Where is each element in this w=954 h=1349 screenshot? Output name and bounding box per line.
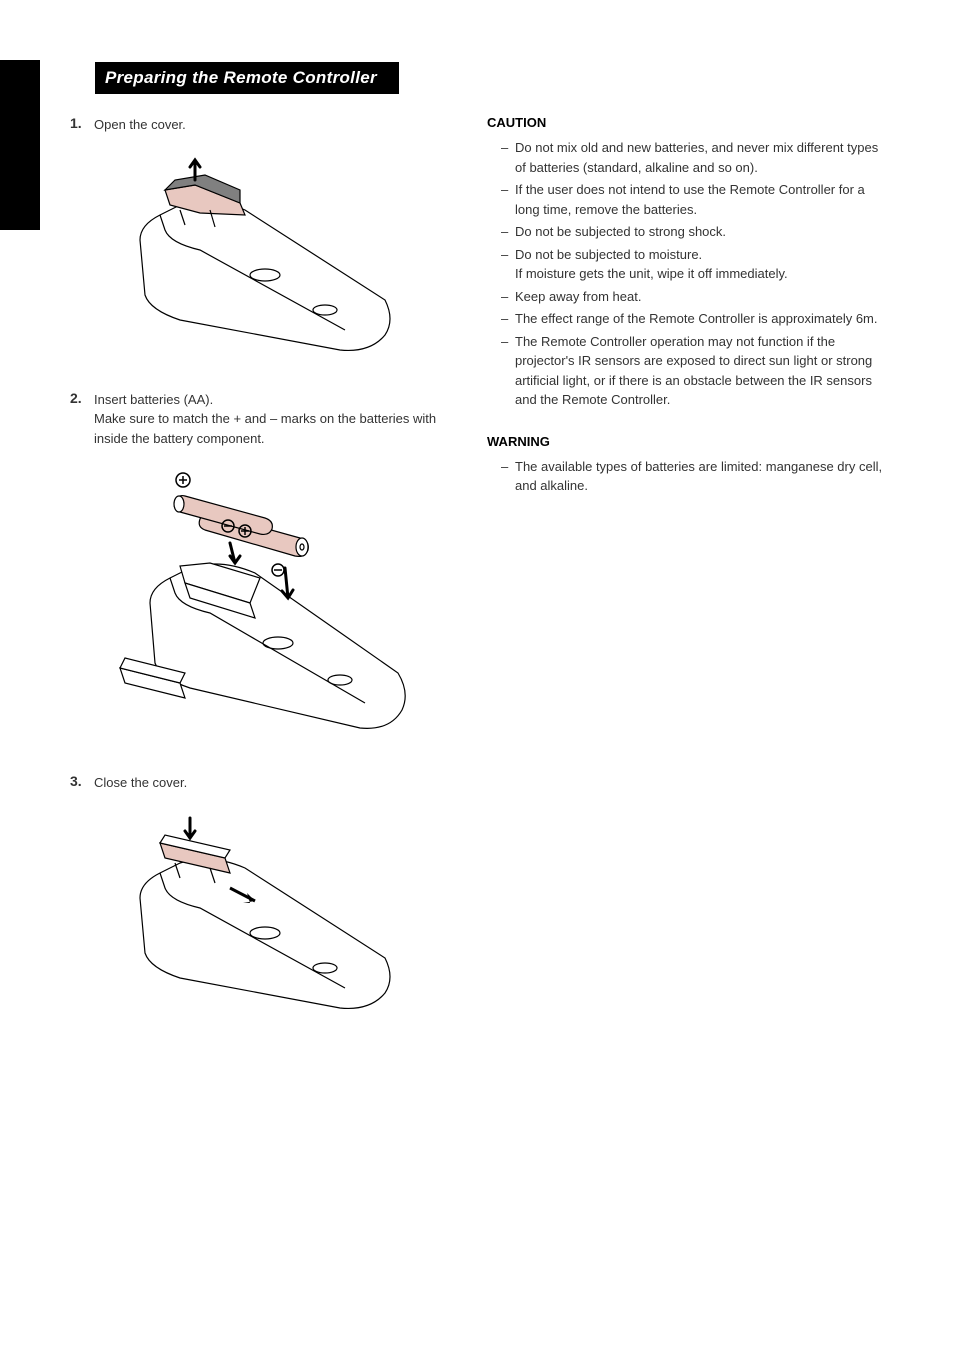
step-text: Close the cover. [94, 773, 187, 793]
illustration-open-cover [110, 155, 410, 365]
step-2: 2. Insert batteries (AA). Make sure to m… [70, 390, 470, 449]
caution-item: The effect range of the Remote Controlle… [487, 309, 887, 329]
notes-column: CAUTION Do not mix old and new batteries… [487, 115, 887, 520]
caution-item: Do not mix old and new batteries, and ne… [487, 138, 887, 177]
section-heading: Preparing the Remote Controller [95, 62, 399, 94]
caution-item: If the user does not intend to use the R… [487, 180, 887, 219]
illustration-insert-batteries [110, 468, 410, 748]
step-text: Insert batteries (AA). Make sure to matc… [94, 390, 470, 449]
illustration-close-cover [110, 813, 410, 1023]
step-1: 1. Open the cover. [70, 115, 470, 135]
step-number: 1. [70, 115, 94, 131]
caution-item: Do not be subjected to moisture. If mois… [487, 245, 887, 284]
caution-list: Do not mix old and new batteries, and ne… [487, 138, 887, 410]
steps-column: 1. Open the cover. 2. Insert batteries (… [70, 115, 470, 1048]
caution-item: Do not be subjected to strong shock. [487, 222, 887, 242]
step-number: 3. [70, 773, 94, 789]
warning-item: The available types of batteries are lim… [487, 457, 887, 496]
warning-heading: WARNING [487, 434, 887, 449]
caution-heading: CAUTION [487, 115, 887, 130]
step-number: 2. [70, 390, 94, 406]
step-text: Open the cover. [94, 115, 186, 135]
caution-item: Keep away from heat. [487, 287, 887, 307]
step-3: 3. Close the cover. [70, 773, 470, 793]
side-tab [0, 60, 40, 230]
warning-list: The available types of batteries are lim… [487, 457, 887, 496]
caution-item: The Remote Controller operation may not … [487, 332, 887, 410]
